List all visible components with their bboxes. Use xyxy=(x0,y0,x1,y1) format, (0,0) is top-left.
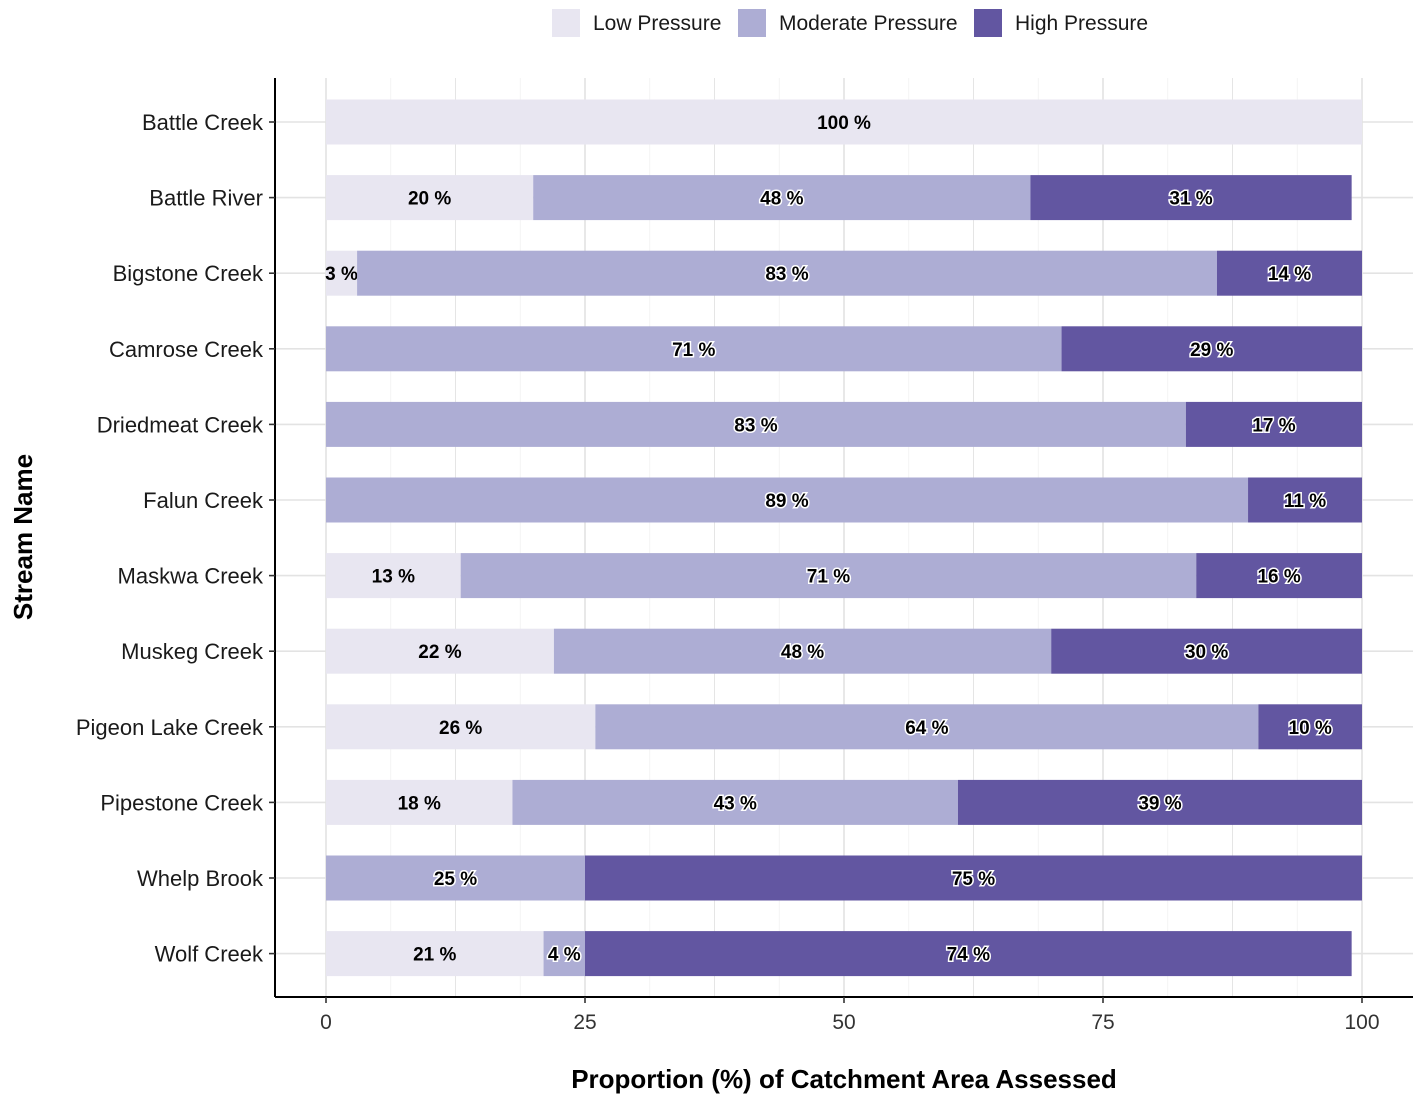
bar-value-label: 31 % xyxy=(1169,189,1212,210)
bar-value-label: 30 % xyxy=(1185,642,1228,663)
bar-segment xyxy=(326,401,1186,447)
bar-value-label: 48 % xyxy=(781,642,824,663)
bar-value-label: 3 % xyxy=(325,264,358,285)
bar-segment xyxy=(1185,401,1362,447)
bar-segment xyxy=(326,855,585,901)
bar-segment xyxy=(326,704,596,750)
bar-value-label: 10 % xyxy=(1289,718,1332,739)
bar-value-label: 20 % xyxy=(408,189,451,210)
bars-layer: 100 % 20 % 48 % 31 % 3 % 83 % 14 % 71 % 29 % 83 %… xyxy=(325,99,1362,977)
bar-segment xyxy=(1258,704,1362,750)
legend-swatch xyxy=(738,9,766,37)
y-tick-label: Falun Creek xyxy=(143,488,264,513)
bar-segment xyxy=(1248,477,1362,523)
y-tick-label: Driedmeat Creek xyxy=(97,412,264,437)
bar-value-label: 16 % xyxy=(1257,567,1300,588)
bar-segment xyxy=(1196,553,1362,599)
bar-segment xyxy=(326,477,1249,523)
bar-value-label: 26 % xyxy=(439,718,482,739)
x-axis-title: Proportion (%) of Catchment Area Assesse… xyxy=(571,1064,1117,1094)
bar-value-label: 43 % xyxy=(714,793,757,814)
y-tick-label: Battle Creek xyxy=(142,110,264,135)
bar-value-label: 71 % xyxy=(672,340,715,361)
bar-segment xyxy=(595,704,1259,750)
x-tick-label: 100 xyxy=(1344,1011,1379,1034)
y-tick-label: Battle River xyxy=(149,186,263,211)
bar-segment xyxy=(512,779,958,825)
bar-segment xyxy=(543,931,585,977)
bar-segment xyxy=(326,250,358,296)
y-tick-label: Camrose Creek xyxy=(109,337,264,362)
bar-segment xyxy=(1216,250,1362,296)
bar-value-label: 100 % xyxy=(817,113,871,134)
bar-value-label: 71 % xyxy=(807,567,850,588)
bar-segment xyxy=(326,175,534,221)
x-tick-label: 25 xyxy=(573,1011,596,1034)
bar-value-label: 18 % xyxy=(398,793,441,814)
x-tick-label: 50 xyxy=(832,1011,855,1034)
bar-segment xyxy=(326,553,461,599)
bar-segment xyxy=(585,931,1352,977)
bar-value-label: 17 % xyxy=(1252,415,1295,436)
bar-value-label: 75 % xyxy=(952,869,995,890)
x-tick-label: 0 xyxy=(320,1011,332,1034)
bar-segment xyxy=(1061,326,1362,372)
legend-label: High Pressure xyxy=(1015,12,1148,35)
y-tick-label: Pipestone Creek xyxy=(100,790,264,815)
bar-segment xyxy=(326,628,554,674)
bar-value-label: 64 % xyxy=(905,718,948,739)
axes-layer: Battle Creek Battle River Bigstone Creek Ca… xyxy=(76,78,1413,1034)
bar-value-label: 21 % xyxy=(413,945,456,966)
bar-value-label: 83 % xyxy=(765,264,808,285)
bar-value-label: 4 % xyxy=(548,945,581,966)
y-axis-title: Stream Name xyxy=(8,454,38,620)
bar-segment xyxy=(553,628,1052,674)
y-tick-label: Bigstone Creek xyxy=(113,261,264,286)
bar-segment xyxy=(357,250,1217,296)
y-tick-label: Whelp Brook xyxy=(137,866,264,891)
bar-value-label: 29 % xyxy=(1190,340,1233,361)
bar-value-label: 11 % xyxy=(1284,491,1326,512)
bar-value-label: 25 % xyxy=(434,869,477,890)
bar-value-label: 74 % xyxy=(947,945,990,966)
legend-label: Moderate Pressure xyxy=(779,12,958,35)
legend: Low Pressure Moderate Pressure High Pressu… xyxy=(552,9,1148,37)
y-tick-label: Pigeon Lake Creek xyxy=(76,715,264,740)
bar-value-label: 83 % xyxy=(734,415,777,436)
y-tick-label: Wolf Creek xyxy=(155,942,264,967)
legend-label: Low Pressure xyxy=(593,12,721,35)
legend-swatch xyxy=(974,9,1002,37)
bar-segment xyxy=(326,931,544,977)
y-tick-label: Muskeg Creek xyxy=(121,639,264,664)
bar-segment xyxy=(957,779,1362,825)
bar-segment xyxy=(585,855,1362,901)
bar-segment xyxy=(326,779,513,825)
bar-value-label: 48 % xyxy=(760,189,803,210)
bar-value-label: 89 % xyxy=(765,491,808,512)
bar-value-label: 22 % xyxy=(418,642,461,663)
bar-segment xyxy=(1030,175,1352,221)
bar-value-label: 14 % xyxy=(1268,264,1311,285)
bar-segment xyxy=(326,326,1062,372)
legend-swatch xyxy=(552,9,580,37)
bar-value-label: 13 % xyxy=(372,567,415,588)
bar-segment xyxy=(326,99,1362,145)
y-tick-label: Maskwa Creek xyxy=(118,564,264,589)
bar-segment xyxy=(460,553,1197,599)
bar-segment xyxy=(533,175,1031,221)
bar-value-label: 39 % xyxy=(1138,793,1181,814)
bar-segment xyxy=(1051,628,1362,674)
x-tick-label: 75 xyxy=(1091,1011,1114,1034)
